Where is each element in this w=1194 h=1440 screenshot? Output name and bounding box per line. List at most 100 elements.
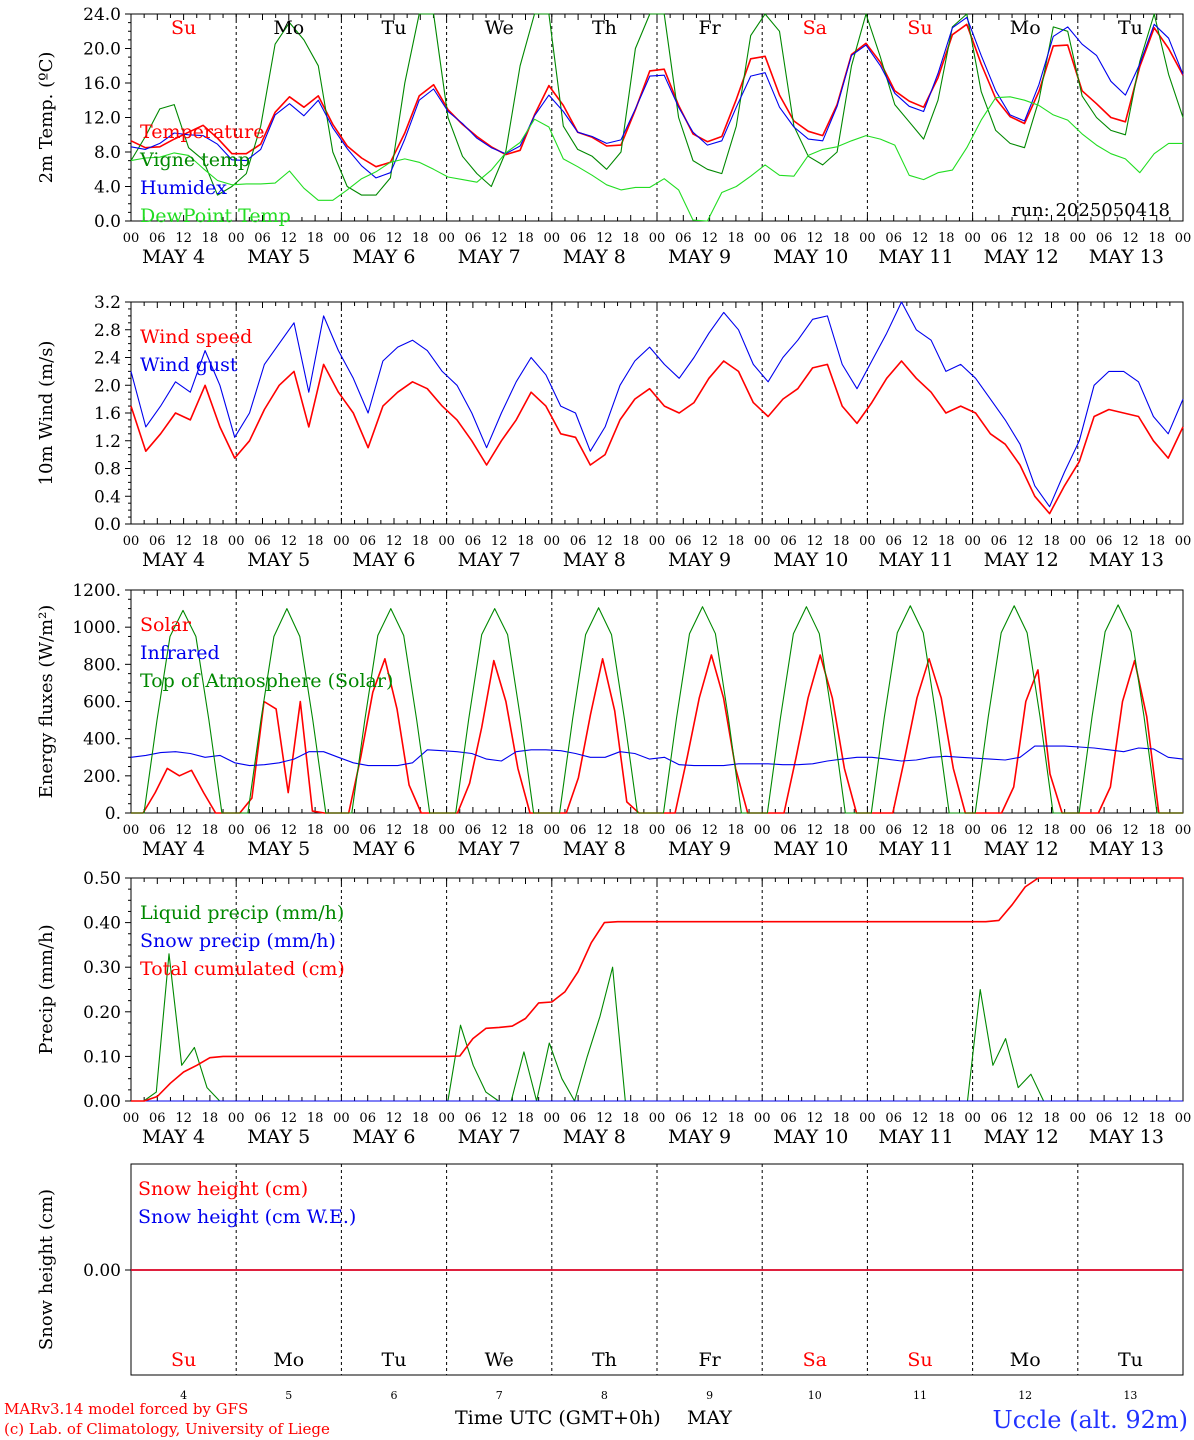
weekday-label: Mo <box>1010 17 1041 39</box>
date-label: MAY 6 <box>352 549 415 571</box>
date-label: MAY 5 <box>247 838 310 860</box>
date-label: MAY 10 <box>773 246 848 268</box>
series-line-wind-gust <box>130 301 1184 508</box>
hour-tick-label: 12 <box>701 823 718 838</box>
hour-tick-label: 00 <box>333 1111 350 1126</box>
hour-tick-label: 06 <box>1096 1111 1113 1126</box>
hour-tick-label: 18 <box>202 823 219 838</box>
hour-tick-label: 12 <box>701 231 718 246</box>
weekday-label: We <box>485 1349 514 1371</box>
hour-tick-label: 00 <box>1070 231 1087 246</box>
hour-tick-label: 06 <box>675 823 692 838</box>
date-label: MAY 12 <box>984 1126 1059 1148</box>
hour-tick-label: 00 <box>649 1111 666 1126</box>
y-axis-label: Energy fluxes (W/m²) <box>36 605 57 799</box>
hour-tick-label: 00 <box>438 1111 455 1126</box>
hour-tick-label: 00 <box>123 823 140 838</box>
hour-tick-label: 12 <box>807 823 824 838</box>
hour-tick-label: 18 <box>202 231 219 246</box>
weekday-label: Su <box>907 17 932 39</box>
weekday-label: Mo <box>273 1349 304 1371</box>
hour-tick-label: 18 <box>412 231 429 246</box>
hour-tick-label: 18 <box>1043 823 1060 838</box>
hour-tick-label: 06 <box>149 534 166 549</box>
hour-tick-label: 00 <box>333 231 350 246</box>
hour-tick-label: 12 <box>596 1111 613 1126</box>
hour-tick-label: 00 <box>228 823 245 838</box>
hour-tick-label: 12 <box>491 534 508 549</box>
hour-tick-label: 12 <box>175 231 192 246</box>
hour-tick-label: 00 <box>1175 534 1192 549</box>
hour-tick-label: 00 <box>228 231 245 246</box>
hour-tick-label: 12 <box>491 1111 508 1126</box>
hour-tick-label: 06 <box>991 534 1008 549</box>
y-tick-label: 24.0 <box>83 5 121 25</box>
date-label: MAY 7 <box>458 246 521 268</box>
y-tick-label: 0.00 <box>83 1092 121 1112</box>
hour-tick-label: 00 <box>123 1111 140 1126</box>
hour-tick-label: 06 <box>465 534 482 549</box>
hour-tick-label: 00 <box>964 231 981 246</box>
date-label: MAY 5 <box>247 1126 310 1148</box>
hour-tick-label: 18 <box>1148 231 1165 246</box>
hour-tick-label: 12 <box>701 534 718 549</box>
x-axis-label: Time UTC (GMT+0h) <box>455 1407 661 1429</box>
hour-tick-label: 12 <box>807 231 824 246</box>
hour-tick-label: 00 <box>333 823 350 838</box>
hour-tick-label: 00 <box>859 823 876 838</box>
hour-tick-label: 18 <box>1148 534 1165 549</box>
hour-tick-label: 00 <box>754 823 771 838</box>
date-label: MAY 9 <box>668 246 731 268</box>
hour-tick-label: 06 <box>570 231 587 246</box>
day-number-label: 9 <box>706 1389 713 1402</box>
y-axis-label: 10m Wind (m/s) <box>36 341 57 486</box>
date-label: MAY 8 <box>563 838 626 860</box>
hour-tick-label: 12 <box>1122 231 1139 246</box>
legend-entry: Infrared <box>140 642 220 664</box>
hour-tick-label: 06 <box>465 1111 482 1126</box>
series-line-temperature <box>130 23 1184 168</box>
weekday-label: Sa <box>803 17 827 39</box>
weekday-label: Tu <box>382 17 407 39</box>
y-tick-label: 0.0 <box>94 212 121 232</box>
hour-tick-label: 00 <box>1175 823 1192 838</box>
credit-line-2: (c) Lab. of Climatology, University of L… <box>4 1420 330 1438</box>
hour-tick-label: 00 <box>964 823 981 838</box>
y-axis-label: 2m Temp. (ºC) <box>36 52 57 184</box>
y-tick-label: 4.0 <box>94 178 121 198</box>
hour-tick-label: 06 <box>780 534 797 549</box>
hour-tick-label: 18 <box>307 231 324 246</box>
series-line-humidex <box>130 16 1184 179</box>
hour-tick-label: 18 <box>833 231 850 246</box>
hour-tick-label: 06 <box>885 1111 902 1126</box>
legend-entry: DewPoint Temp <box>140 205 291 227</box>
hour-tick-label: 06 <box>780 231 797 246</box>
y-tick-label: 2.4 <box>94 349 121 369</box>
y-tick-label: 0.4 <box>94 487 121 507</box>
hour-tick-label: 00 <box>438 534 455 549</box>
hour-tick-label: 18 <box>728 1111 745 1126</box>
hour-tick-label: 06 <box>885 231 902 246</box>
x-axis-month: MAY <box>687 1407 732 1429</box>
hour-tick-label: 12 <box>912 231 929 246</box>
y-tick-label: 0.8 <box>94 460 121 480</box>
day-number-label: 4 <box>180 1389 187 1402</box>
date-label: MAY 9 <box>668 838 731 860</box>
hour-tick-label: 00 <box>438 823 455 838</box>
series-line-wind-speed <box>130 360 1184 515</box>
date-label: MAY 6 <box>352 246 415 268</box>
date-label: MAY 13 <box>1089 549 1164 571</box>
y-tick-label: 0.40 <box>83 914 121 934</box>
y-tick-label: 2.0 <box>94 376 121 396</box>
hour-tick-label: 12 <box>1122 534 1139 549</box>
hour-tick-label: 06 <box>885 534 902 549</box>
date-label: MAY 8 <box>563 1126 626 1148</box>
date-label: MAY 7 <box>458 1126 521 1148</box>
date-label: MAY 4 <box>142 246 205 268</box>
y-tick-label: 1.2 <box>94 432 121 452</box>
legend-entry: Snow height (cm) <box>138 1178 308 1200</box>
weekday-label: Fr <box>698 1349 721 1371</box>
hour-tick-label: 06 <box>254 823 271 838</box>
y-tick-label: 1200. <box>72 581 121 601</box>
hour-tick-label: 12 <box>807 534 824 549</box>
